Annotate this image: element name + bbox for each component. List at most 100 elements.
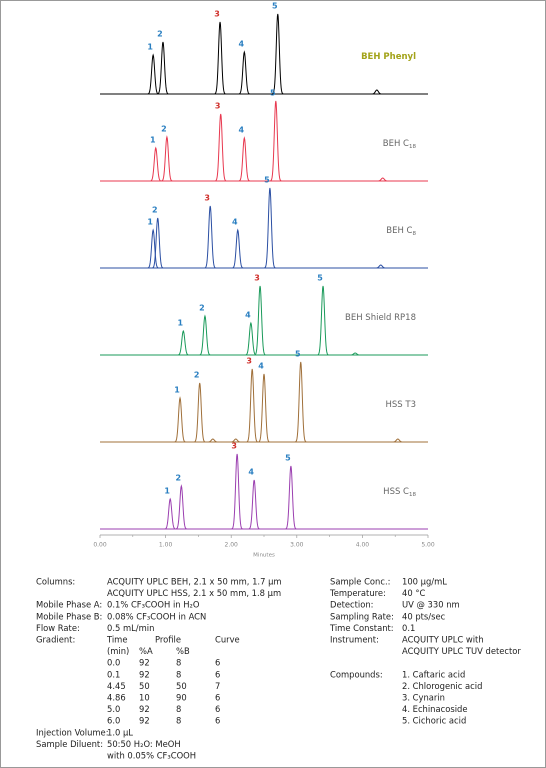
peak-label: 1 <box>150 136 156 145</box>
peak <box>148 217 167 269</box>
gradient-cell: 4.86 <box>107 693 126 703</box>
x-tick-label: 3.00 <box>290 542 304 549</box>
gradient-cell: 0.1 <box>107 669 120 679</box>
method-label: Injection Volume: <box>36 727 109 737</box>
x-axis-label: Minutes <box>253 553 275 559</box>
method-value: 0.1% CF₃COOH in H₂O <box>107 600 200 610</box>
trace-name: HSS T3 <box>386 400 417 410</box>
x-tick-label: 5.00 <box>421 542 435 549</box>
x-tick-label: 2.00 <box>225 542 239 549</box>
method-label: Sampling Rate: <box>330 611 394 621</box>
method-label: Sample Diluent: <box>36 739 103 749</box>
peak <box>174 329 193 356</box>
peak <box>245 479 264 530</box>
method-value: 0.1 <box>402 623 415 633</box>
peak-label: 4 <box>248 468 254 477</box>
trace-name-text: HSS T3 <box>386 400 417 410</box>
method-value: 40 °C <box>402 588 426 598</box>
peak-label: 3 <box>246 357 252 366</box>
trace-name-text: BEH Phenyl <box>361 52 416 62</box>
peak <box>153 41 172 95</box>
peak <box>251 285 270 356</box>
peak <box>190 382 209 443</box>
gradient-subheader: %B <box>176 646 190 656</box>
gradient-cell: 6.0 <box>107 716 120 726</box>
peak-label: 4 <box>239 40 245 49</box>
peak-label: 3 <box>214 10 220 19</box>
method-value: ACQUITY UPLC TUV detector <box>402 646 521 656</box>
method-label: Columns: <box>36 577 75 587</box>
gradient-cell: 6 <box>215 704 220 714</box>
gradient-cell: 50 <box>139 681 150 691</box>
gradient-cell: 0.0 <box>107 658 120 668</box>
gradient-cell: 6 <box>215 669 220 679</box>
peak <box>281 465 300 530</box>
peak <box>291 361 310 443</box>
peak-label: 2 <box>199 304 205 313</box>
peak <box>243 368 262 443</box>
peak <box>235 136 254 182</box>
gradient-cell: 7 <box>215 681 220 691</box>
trace-name: BEH Phenyl <box>361 52 416 62</box>
gradient-cell: 6 <box>215 693 220 703</box>
peak <box>266 100 285 182</box>
peak-label: 2 <box>157 30 163 39</box>
gradient-header: Curve <box>215 635 240 645</box>
method-value: 1.0 µL <box>107 727 133 737</box>
gradient-header: Profile <box>155 635 181 645</box>
method-value: 40 pts/sec <box>402 611 446 621</box>
peak-label: 5 <box>295 350 301 359</box>
gradient-cell: 6 <box>215 716 220 726</box>
peak-label: 4 <box>239 126 245 135</box>
peak <box>144 53 163 95</box>
compound: 3. Cynarin <box>402 693 445 703</box>
peak <box>201 205 220 269</box>
peak <box>228 453 247 530</box>
peak <box>211 21 230 95</box>
peak-label: 2 <box>152 206 158 215</box>
peak <box>161 497 180 530</box>
peak <box>373 177 392 182</box>
gradient-cell: 6 <box>215 658 220 668</box>
peak <box>226 438 245 443</box>
peak <box>211 113 230 182</box>
peak <box>367 89 386 95</box>
gradient-header: Time <box>106 635 128 645</box>
method-label: Temperature: <box>329 588 386 598</box>
gradient-cell: 92 <box>139 669 150 679</box>
peak <box>255 373 273 443</box>
compound: 4. Echinacoside <box>402 704 468 714</box>
x-tick-label: 0.00 <box>93 542 107 549</box>
method-value: ACQUITY UPLC HSS, 2.1 x 50 mm, 1.8 µm <box>107 588 281 598</box>
method-label: Gradient: <box>36 635 75 645</box>
trace-name-text: BEH C <box>386 226 412 236</box>
peak <box>314 285 333 356</box>
method-value: 0.5 mL/min <box>107 623 154 633</box>
peak <box>268 13 287 95</box>
peak-label: 3 <box>215 102 221 111</box>
gradient-subheader: (min) <box>107 646 129 656</box>
peak <box>203 438 222 443</box>
peak <box>371 264 390 269</box>
compound: 1. Caftaric acid <box>402 669 465 679</box>
compound: 5. Cichoric acid <box>402 716 466 726</box>
trace-name-subscript: 18 <box>409 492 416 498</box>
peak-label: 5 <box>270 89 276 98</box>
peak-label: 4 <box>258 362 264 371</box>
gradient-cell: 8 <box>176 716 181 726</box>
method-value: ACQUITY UPLC with <box>402 635 484 645</box>
gradient-cell: 10 <box>139 693 150 703</box>
peak-label: 5 <box>285 454 291 463</box>
peak <box>346 352 365 356</box>
method-label: Instrument: <box>330 635 379 645</box>
method-label: Mobile Phase A: <box>36 600 102 610</box>
gradient-cell: 50 <box>176 681 187 691</box>
trace-name-text: BEH Shield RP18 <box>345 313 416 323</box>
peak-label: 2 <box>194 371 200 380</box>
trace-name: BEH Shield RP18 <box>345 313 416 323</box>
gradient-cell: 92 <box>139 716 150 726</box>
gradient-cell: 8 <box>176 669 181 679</box>
peak <box>235 50 254 95</box>
peak-label: 1 <box>178 319 184 328</box>
trace-name-subscript: 18 <box>409 144 416 150</box>
